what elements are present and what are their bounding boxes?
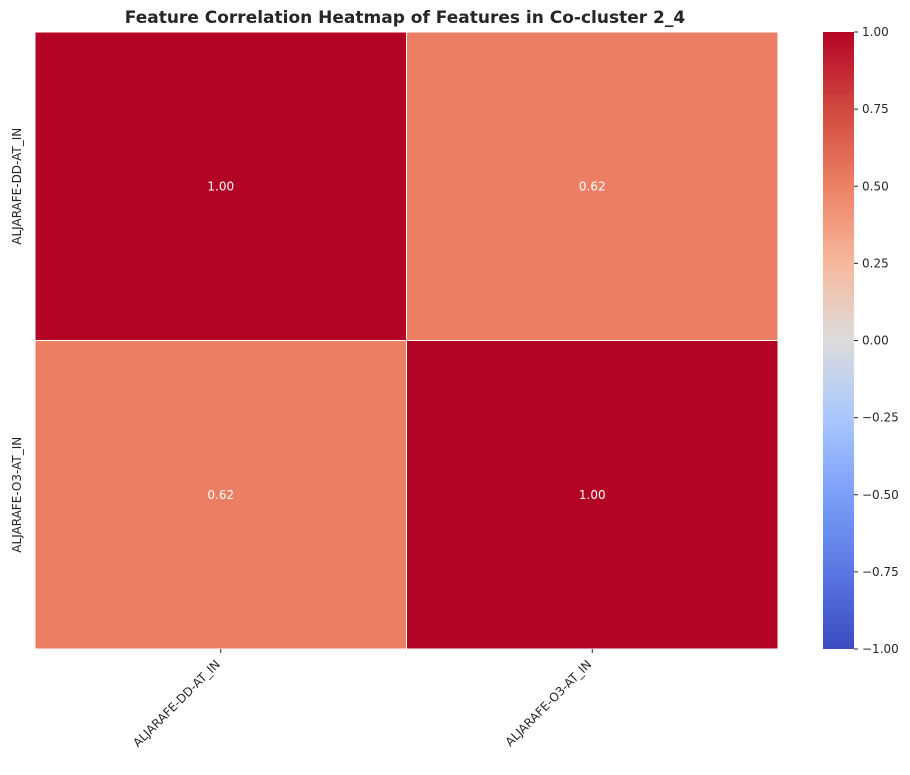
cell-value-label-r0-c0: 1.00 — [207, 179, 234, 193]
colorbar-tick-label-3: 0.25 — [862, 256, 889, 270]
heatmap-cell-r1-c1 — [406, 340, 779, 650]
cell-value-label-r0-c1: 0.62 — [579, 179, 606, 193]
colorbar-tick-label-0: 1.00 — [862, 25, 889, 39]
heatmap-cell-labels: 1.00 0.62 0.62 1.00 — [207, 179, 605, 502]
y-tick-label-1: ALJARAFE-O3-AT_IN — [10, 437, 24, 553]
y-tick-label-0: ALJARAFE-DD-AT_IN — [10, 128, 24, 245]
y-axis-ticks: ALJARAFE-DD-AT_IN ALJARAFE-O3-AT_IN — [10, 128, 24, 553]
colorbar: 1.00 0.75 0.50 0.25 0.00 −0.25 −0.50 −0.75 −1.00 — [823, 25, 899, 656]
colorbar-tick-label-1: 0.75 — [862, 102, 889, 116]
colorbar-tick-label-5: −0.25 — [862, 411, 899, 425]
heatmap-cells — [34, 31, 779, 650]
colorbar-tick-label-8: −1.00 — [862, 642, 899, 656]
chart-title: Feature Correlation Heatmap of Features … — [125, 8, 686, 28]
x-axis-ticks: ALJARAFE-DD-AT_IN ALJARAFE-O3-AT_IN — [130, 649, 594, 750]
colorbar-tick-label-4: 0.00 — [862, 334, 889, 348]
colorbar-tick-label-2: 0.50 — [862, 179, 889, 193]
heatmap-cell-r0-c0 — [34, 31, 407, 341]
x-tick-label-1: ALJARAFE-O3-AT_IN — [503, 657, 595, 749]
heatmap-cell-r1-c0 — [34, 340, 407, 650]
cell-value-label-r1-c1: 1.00 — [579, 488, 606, 502]
cell-value-label-r1-c0: 0.62 — [207, 488, 234, 502]
colorbar-tick-label-6: −0.50 — [862, 488, 899, 502]
colorbar-ticks: 1.00 0.75 0.50 0.25 0.00 −0.25 −0.50 −0.75 −1.00 — [854, 25, 899, 656]
colorbar-gradient — [823, 32, 854, 649]
colorbar-tick-label-7: −0.75 — [862, 565, 899, 579]
x-tick-label-0: ALJARAFE-DD-AT_IN — [130, 657, 223, 750]
heatmap-cell-r0-c1 — [406, 31, 779, 341]
